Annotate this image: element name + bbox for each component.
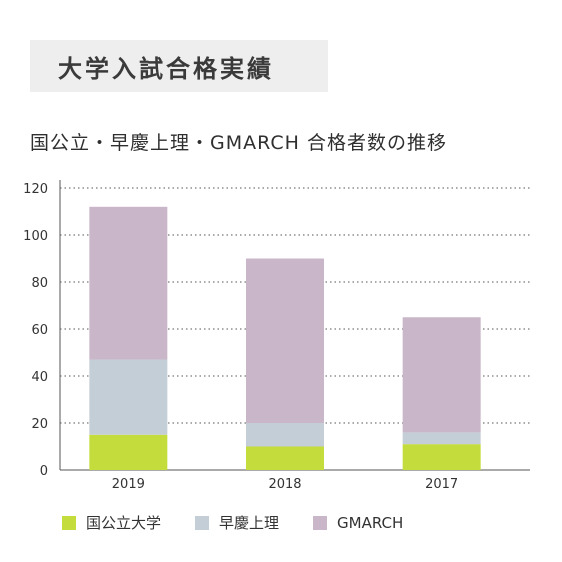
y-tick-label-40: 40	[31, 370, 48, 385]
bar-2017-series-2	[402, 317, 481, 433]
legend-label-national: 国公立大学	[86, 514, 162, 532]
bar-2018-series-1	[246, 423, 324, 447]
bar-2018-series-2	[246, 258, 324, 423]
y-tick-label-0: 0	[40, 464, 48, 479]
legend-swatch-national	[62, 515, 76, 530]
y-tick-label-120: 120	[23, 182, 48, 197]
chart-legend: 国公立大学 早慶上理 GMARCH	[62, 512, 437, 533]
legend-item-soukei: 早慶上理	[195, 512, 279, 533]
bar-2017-series-1	[402, 432, 481, 445]
bar-2019-series-2	[89, 206, 168, 360]
chart-title: 国公立・早慶上理・GMARCH 合格者数の推移	[30, 132, 447, 154]
bar-2018-series-0	[246, 446, 324, 470]
legend-swatch-gmarch	[313, 515, 328, 530]
legend-swatch-soukei	[195, 515, 210, 530]
x-tick-label-2017: 2017	[425, 477, 458, 492]
section-title: 大学入試合格実績	[58, 54, 274, 83]
legend-item-national: 国公立大学	[62, 512, 161, 533]
bar-2019-series-0	[89, 434, 168, 470]
legend-item-gmarch: GMARCH	[313, 514, 403, 532]
y-tick-label-60: 60	[31, 323, 48, 338]
y-tick-label-20: 20	[31, 417, 48, 432]
y-tick-label-80: 80	[31, 276, 48, 291]
legend-label-gmarch: GMARCH	[337, 513, 404, 532]
bar-2017-series-0	[402, 444, 481, 470]
legend-label-soukei: 早慶上理	[219, 514, 280, 532]
stacked-bar-chart: 0 20 40 60 80 100 120 2019 2018 2017	[23, 180, 530, 492]
y-tick-label-100: 100	[23, 229, 48, 244]
bar-2019-series-1	[89, 359, 168, 435]
x-tick-label-2018: 2018	[268, 477, 301, 492]
x-tick-label-2019: 2019	[112, 477, 145, 492]
section-header: 大学入試合格実績	[30, 40, 328, 92]
